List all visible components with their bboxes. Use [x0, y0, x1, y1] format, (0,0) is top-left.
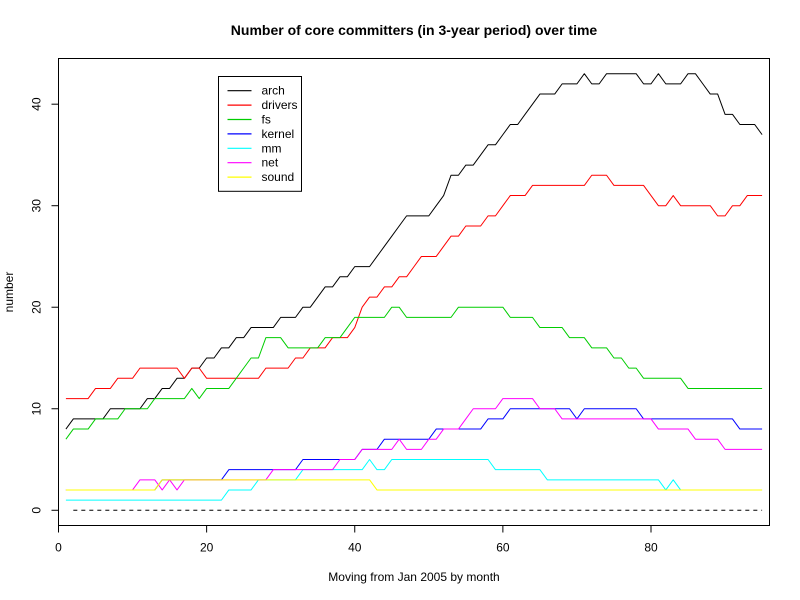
x-tick-label: 20	[200, 541, 214, 555]
series-line-fs	[65, 306, 763, 440]
x-axis: 0 20 40 60 80	[55, 525, 658, 555]
legend-label-sound: sound	[262, 170, 295, 184]
y-axis-label: number	[2, 272, 16, 313]
y-tick-label: 10	[30, 402, 44, 416]
y-tick-label: 20	[30, 300, 44, 314]
series-line-sound	[65, 479, 763, 491]
legend-label-drivers: drivers	[262, 98, 298, 112]
y-tick-label: 0	[30, 507, 44, 514]
legend-label-kernel: kernel	[262, 127, 295, 141]
x-tick-label: 60	[496, 541, 510, 555]
series-line-drivers	[65, 174, 763, 400]
series-line-mm	[65, 459, 763, 501]
series-line-arch	[65, 73, 763, 430]
y-tick-label: 30	[30, 199, 44, 213]
legend-label-mm: mm	[262, 141, 282, 155]
series-line-net	[65, 398, 763, 491]
legend-label-fs: fs	[262, 113, 271, 127]
x-axis-label: Moving from Jan 2005 by month	[328, 570, 499, 584]
legend-label-arch: arch	[262, 84, 285, 98]
x-tick-label: 80	[644, 541, 658, 555]
y-tick-label: 40	[30, 97, 44, 111]
plot-frame	[58, 58, 770, 526]
x-tick-label: 40	[348, 541, 362, 555]
series-lines	[65, 73, 763, 501]
y-axis: 0 10 20 30 40	[30, 97, 59, 514]
legend-label-net: net	[262, 156, 279, 170]
chart-title: Number of core committers (in 3-year per…	[231, 22, 598, 38]
x-tick-label: 0	[55, 541, 62, 555]
